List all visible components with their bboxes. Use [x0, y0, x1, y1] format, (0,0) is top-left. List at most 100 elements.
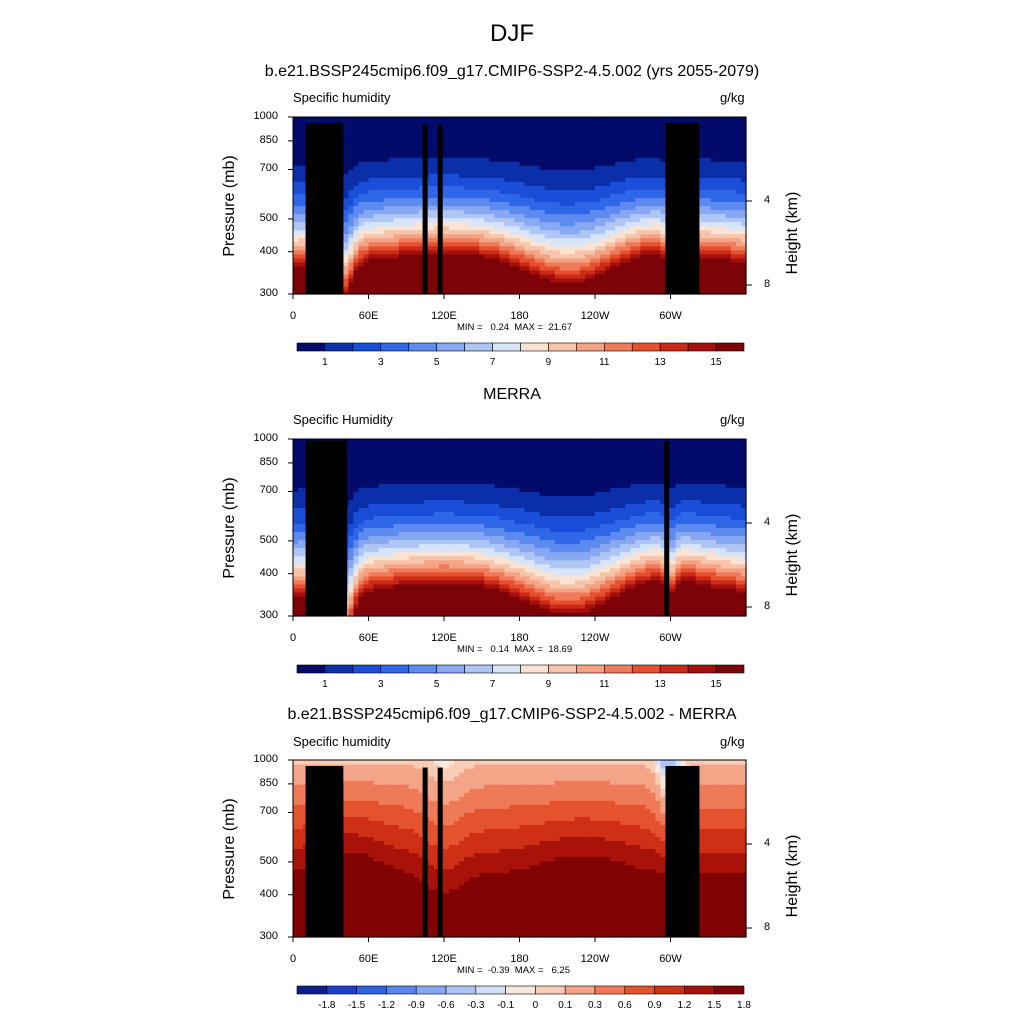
contour-cell [564, 177, 571, 182]
contour-cell [484, 599, 490, 605]
contour-cell [408, 599, 415, 605]
contour-cell [725, 189, 732, 195]
contour-cell [348, 117, 354, 122]
contour-cell [615, 125, 621, 130]
contour-cell [635, 285, 641, 291]
contour-cell [519, 261, 526, 267]
contour-cell [459, 173, 465, 178]
contour-cell [539, 189, 546, 195]
contour-cell [544, 129, 551, 134]
contour-cell [700, 193, 707, 199]
contour-cell [403, 197, 410, 203]
contour-cell [554, 185, 561, 191]
contour-cell [650, 249, 656, 255]
contour-cell [710, 217, 717, 223]
contour-cell [293, 197, 299, 203]
contour-cell [534, 209, 541, 215]
contour-cell [645, 579, 651, 585]
contour-cell [479, 265, 485, 271]
contour-cell [413, 133, 420, 138]
contour-cell [388, 165, 395, 170]
contour-cell [499, 129, 505, 134]
contour-cell [428, 149, 435, 154]
contour-cell [368, 261, 375, 267]
contour-cell [625, 197, 631, 203]
contour-cell [393, 237, 400, 243]
contour-cell [428, 121, 435, 126]
contour-cell [710, 607, 717, 613]
contour-cell [433, 169, 440, 174]
contour-cell [459, 229, 465, 235]
contour-cell [539, 145, 546, 150]
contour-cell [720, 169, 727, 174]
contour-cell [464, 237, 470, 243]
contour-cell [640, 575, 646, 581]
contour-cell [363, 125, 370, 130]
contour-cell [519, 177, 526, 182]
contour-cell [534, 145, 541, 150]
contour-cell [519, 181, 526, 186]
contour-cell [625, 149, 631, 154]
contour-cell [464, 277, 470, 283]
contour-cell [454, 591, 460, 597]
contour-cell [293, 161, 299, 166]
contour-cell [735, 217, 742, 223]
contour-cell [378, 599, 385, 605]
contour-cell [685, 583, 692, 589]
contour-cell [645, 269, 651, 275]
contour-cell [564, 137, 571, 142]
contour-cell [584, 595, 591, 601]
contour-cell [589, 281, 596, 287]
contour-cell [630, 233, 636, 239]
contour-cell [529, 607, 536, 613]
contour-cell [433, 201, 440, 207]
contour-cell [373, 181, 380, 186]
contour-cell [514, 599, 521, 605]
contour-cell [383, 213, 390, 219]
contour-cell [348, 213, 354, 219]
contour-cell [655, 201, 662, 207]
contour-cell [343, 289, 349, 295]
contour-cell [509, 591, 516, 597]
contour-cell [625, 241, 631, 247]
contour-cell [408, 611, 415, 617]
contour-cell [660, 161, 667, 166]
contour-cell [293, 149, 299, 154]
contour-cell [650, 579, 656, 585]
contour-cell [388, 169, 395, 174]
contour-cell [660, 273, 667, 279]
contour-cell [635, 611, 641, 617]
contour-cell [509, 209, 516, 215]
contour-cell [710, 591, 717, 597]
contour-cell [418, 277, 425, 283]
contour-cell [428, 145, 435, 150]
contour-cell [660, 269, 667, 275]
contour-cell [428, 587, 435, 593]
contour-cell [433, 173, 440, 178]
contour-cell [579, 213, 586, 219]
contour-cell [544, 611, 551, 617]
contour-cell [408, 583, 415, 589]
contour-cell [368, 121, 375, 126]
contour-cell [690, 603, 697, 609]
x-tick-label: 60W [659, 310, 682, 322]
contour-cell [524, 237, 531, 243]
contour-cell [600, 209, 606, 215]
contour-cell [298, 229, 304, 235]
contour-cell [348, 571, 354, 577]
contour-cell [514, 253, 521, 259]
contour-cell [650, 607, 656, 613]
contour-cell [549, 217, 556, 223]
contour-cell [524, 273, 531, 279]
contour-cell [620, 161, 626, 166]
contour-cell [449, 125, 455, 130]
contour-cell [660, 193, 667, 199]
contour-cell [529, 253, 536, 259]
contour-cell [534, 579, 541, 585]
contour-cell [403, 193, 410, 199]
contour-cell [494, 261, 500, 267]
contour-cell [474, 149, 480, 154]
contour-cell [479, 595, 485, 601]
contour-cell [574, 591, 581, 597]
contour-cell [398, 157, 405, 162]
